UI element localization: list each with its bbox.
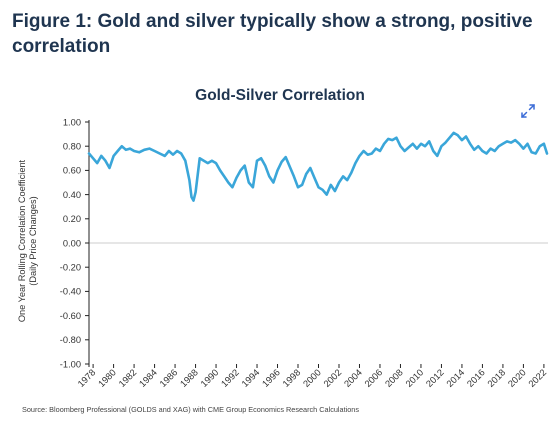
x-tick-label: 2008 — [383, 367, 405, 389]
x-tick-label: 2010 — [404, 367, 426, 389]
chart-title: Gold-Silver Correlation — [195, 87, 365, 104]
x-tick-label: 1994 — [240, 367, 262, 389]
x-tick-label: 2000 — [301, 367, 323, 389]
y-tick-label: 0.40 — [63, 190, 81, 200]
x-tick-label: 1996 — [260, 367, 282, 389]
x-tick-label: 2016 — [465, 367, 487, 389]
y-tick-label: 0.60 — [63, 166, 81, 176]
y-tick-label: -0.40 — [60, 287, 81, 297]
x-tick-label: 1978 — [76, 367, 98, 389]
x-tick-label: 2020 — [506, 367, 528, 389]
x-tick-label: 1990 — [199, 367, 221, 389]
x-tick-label: 2002 — [322, 367, 344, 389]
x-tick-label: 1984 — [137, 367, 159, 389]
x-tick-label: 1988 — [178, 367, 200, 389]
x-tick-label: 1998 — [281, 367, 303, 389]
y-tick-label: -0.80 — [60, 335, 81, 345]
y-tick-label: -1.00 — [60, 359, 81, 369]
x-tick-label: 1982 — [117, 367, 139, 389]
expand-arrows-icon[interactable] — [519, 102, 537, 120]
y-tick-label: 0.20 — [63, 214, 81, 224]
source-note: Source: Bloomberg Professional (GOLDS an… — [22, 405, 360, 414]
y-tick-label: -0.20 — [60, 263, 81, 273]
x-tick-label: 2014 — [445, 367, 467, 389]
figure-title: Figure 1: Gold and silver typically show… — [12, 11, 533, 57]
y-tick-label: -0.60 — [60, 311, 81, 321]
x-tick-label: 1992 — [219, 367, 241, 389]
series-line-0 — [87, 131, 549, 202]
x-tick-label: 2018 — [486, 367, 508, 389]
x-tick-label: 2012 — [424, 367, 446, 389]
x-tick-label: 2004 — [342, 367, 364, 389]
x-tick-label: 2006 — [363, 367, 385, 389]
x-tick-label: 1980 — [96, 367, 118, 389]
x-tick-label: 1986 — [158, 367, 180, 389]
y-tick-label: 0.00 — [63, 238, 81, 248]
x-tick-label: 2022 — [527, 367, 549, 389]
y-tick-label: 1.00 — [63, 117, 81, 127]
y-tick-label: 0.80 — [63, 142, 81, 152]
